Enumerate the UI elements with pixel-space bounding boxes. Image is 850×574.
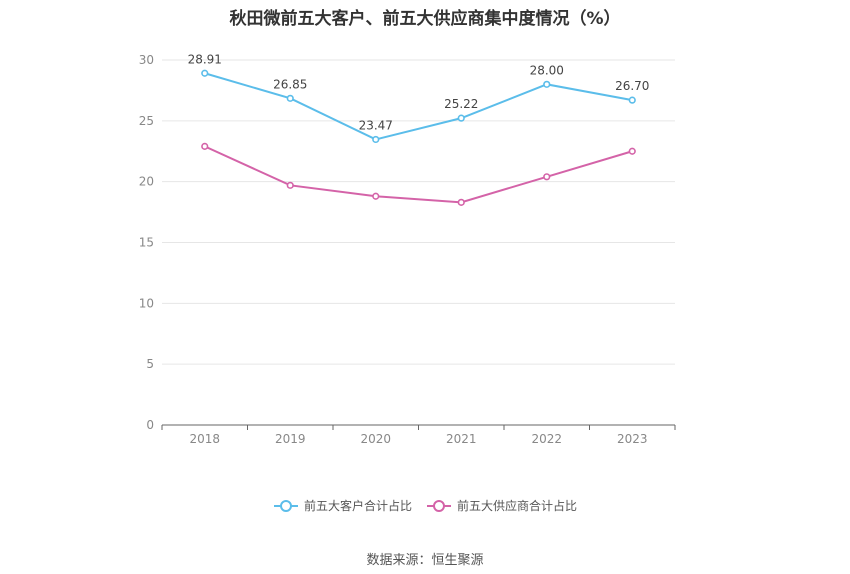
data-point	[457, 114, 465, 122]
data-point	[372, 192, 380, 200]
data-label: 26.85	[273, 77, 307, 91]
data-point	[457, 198, 465, 206]
x-tick-label: 2023	[617, 432, 648, 446]
data-point	[201, 142, 209, 150]
x-tick-label: 2020	[360, 432, 391, 446]
data-point	[628, 147, 636, 155]
data-label: 28.91	[188, 52, 222, 66]
series-line-2	[204, 145, 633, 204]
legend-item-2[interactable]: 前五大供应商合计占比	[426, 497, 577, 514]
legend-label: 前五大客户合计占比	[303, 499, 412, 513]
data-label: 25.22	[444, 97, 478, 111]
data-point	[286, 94, 294, 102]
chart-title: 秋田微前五大客户、前五大供应商集中度情况（%）	[229, 9, 621, 29]
x-tick-label: 2022	[531, 432, 562, 446]
chart-legend: 前五大客户合计占比 前五大供应商合计占比	[0, 497, 850, 514]
y-tick-label: 0	[146, 418, 154, 432]
data-point	[543, 173, 551, 181]
data-point	[628, 96, 636, 104]
data-point	[372, 135, 380, 144]
legend-label: 前五大供应商合计占比	[457, 499, 578, 513]
x-tick-label: 2021	[446, 432, 477, 446]
legend-swatch-marker	[433, 499, 445, 512]
data-label: 23.47	[359, 118, 393, 132]
data-source: 数据来源：恒生聚源	[366, 553, 484, 568]
legend-swatch-icon	[427, 499, 451, 512]
data-point	[201, 69, 209, 77]
legend-swatch-icon	[273, 499, 298, 512]
y-tick-label: 20	[139, 175, 154, 189]
y-tick-label: 30	[139, 53, 154, 67]
data-point	[286, 181, 294, 189]
series-line-1	[204, 72, 633, 141]
y-tick-label: 10	[139, 296, 154, 310]
data-point	[543, 80, 551, 88]
x-tick-label: 2018	[189, 432, 220, 446]
data-label: 28.00	[530, 63, 564, 77]
y-tick-label: 25	[139, 114, 154, 128]
data-label: 26.70	[615, 79, 649, 93]
y-tick-label: 5	[146, 357, 154, 371]
legend-swatch-marker	[279, 499, 292, 512]
y-tick-label: 15	[139, 236, 154, 250]
x-tick-label: 2019	[275, 432, 306, 446]
legend-item-1[interactable]: 前五大客户合计占比	[273, 497, 412, 514]
